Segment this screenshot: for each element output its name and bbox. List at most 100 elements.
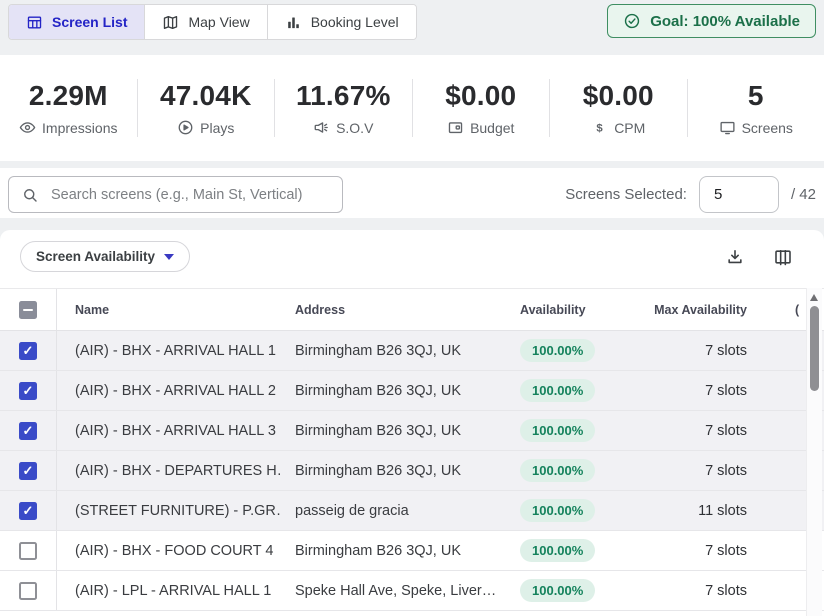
stat-cpm: $0.00 $ CPM — [550, 80, 687, 136]
tab-screen-list[interactable]: Screen List — [9, 5, 146, 39]
max-availability: 7 slots — [705, 422, 747, 439]
stat-budget: $0.00 Budget — [413, 80, 550, 136]
table-icon — [26, 14, 43, 31]
screen-address: Birmingham B26 3QJ, UK — [295, 422, 462, 439]
goal-badge-label: Goal: 100% Available — [650, 12, 800, 30]
svg-text:$: $ — [597, 122, 604, 134]
screen-name: (AIR) - BHX - FOOD COURT 4 — [75, 542, 274, 559]
table-row[interactable]: (STREET FURNITURE) - P.GR… passeig de gra… — [0, 491, 824, 531]
play-circle-icon — [177, 119, 194, 136]
search-box[interactable] — [8, 176, 343, 213]
max-availability: 7 slots — [705, 342, 747, 359]
stat-value: 11.67% — [295, 80, 391, 111]
stat-value: $0.00 — [582, 80, 654, 111]
screen-name: (AIR) - BHX - ARRIVAL HALL 1 — [75, 342, 276, 359]
table-header: Name Address Availability Max Availabili… — [0, 288, 824, 331]
column-header-address[interactable]: Address — [295, 302, 346, 317]
tab-label: Map View — [188, 14, 250, 30]
table-row[interactable]: (AIR) - BHX - FOOD COURT 4 Birmingham B26… — [0, 531, 824, 571]
table-row[interactable]: (AIR) - LPL - ARRIVAL HALL 1 Speke Hall A… — [0, 571, 824, 611]
stat-label: Screens — [741, 119, 793, 136]
stat-divider — [136, 79, 138, 137]
row-checkbox-cell — [0, 451, 57, 490]
stat-screens: 5 Screens — [688, 80, 824, 136]
column-header-max-availability[interactable]: Max Availability — [654, 302, 747, 317]
stat-value: 2.29M — [28, 80, 108, 111]
wallet-icon — [447, 119, 464, 136]
stat-label: Plays — [200, 119, 235, 136]
screen-address: Birmingham B26 3QJ, UK — [295, 342, 462, 359]
column-header-availability[interactable]: Availability — [520, 302, 586, 317]
table-row[interactable]: (AIR) - BHX - ARRIVAL HALL 3 Birmingham B… — [0, 411, 824, 451]
row-checkbox-cell — [0, 411, 57, 450]
tab-bar: Screen List Map View Booking Level — [8, 4, 417, 40]
monitor-icon — [719, 119, 736, 136]
table-row[interactable]: (AIR) - BHX - ARRIVAL HALL 1 Birmingham B… — [0, 331, 824, 371]
eye-icon — [19, 119, 36, 136]
screen-name: (AIR) - BHX - ARRIVAL HALL 2 — [75, 382, 276, 399]
search-input[interactable] — [49, 185, 330, 204]
row-checkbox-cell — [0, 571, 57, 610]
availability-badge: 100.00% — [520, 499, 596, 522]
dollar-icon: $ — [591, 119, 608, 136]
stats-card: 2.29M Impressions 47.04K Plays 11.67% S.O.V $0… — [0, 55, 824, 161]
row-checkbox[interactable] — [19, 501, 37, 520]
column-header-name[interactable]: Name — [75, 302, 110, 317]
availability-badge: 100.00% — [520, 459, 596, 482]
row-checkbox-cell — [0, 491, 57, 530]
stat-divider — [686, 79, 688, 137]
availability-badge: 100.00% — [520, 579, 596, 602]
scroll-up-arrow-icon[interactable] — [810, 294, 818, 301]
stat-label: CPM — [614, 119, 646, 136]
table-body: (AIR) - BHX - ARRIVAL HALL 1 Birmingham B… — [0, 331, 824, 616]
row-checkbox-cell — [0, 531, 57, 570]
stat-value: 47.04K — [160, 80, 252, 111]
screen-name: (STREET FURNITURE) - P.GR… — [75, 502, 282, 519]
columns-icon[interactable] — [773, 247, 793, 267]
table-row[interactable]: (AIR) - BHX - DEPARTURES H… Birmingham B2… — [0, 451, 824, 491]
screen-address: passeig de gracia — [295, 502, 409, 519]
max-availability: 7 slots — [705, 542, 747, 559]
tab-label: Screen List — [52, 14, 128, 30]
row-checkbox[interactable] — [19, 341, 37, 360]
row-checkbox[interactable] — [19, 581, 37, 600]
stat-divider — [274, 79, 275, 137]
availability-badge: 100.00% — [520, 339, 596, 362]
availability-badge: 100.00% — [520, 419, 596, 442]
stat-divider — [549, 79, 550, 137]
screen-name: (AIR) - BHX - DEPARTURES H… — [75, 462, 282, 479]
search-icon — [21, 186, 39, 204]
table-row[interactable]: (AIR) - BHX - ARRIVAL HALL 2 Birmingham B… — [0, 371, 824, 411]
row-checkbox[interactable] — [19, 461, 37, 480]
stat-value: 5 — [747, 80, 764, 111]
screens-selected-input[interactable] — [698, 176, 779, 213]
select-all-checkbox[interactable] — [19, 300, 37, 319]
row-checkbox[interactable] — [19, 541, 37, 560]
screen-address: Birmingham B26 3QJ, UK — [295, 382, 462, 399]
row-checkbox-cell — [0, 331, 57, 370]
availability-badge: 100.00% — [520, 539, 596, 562]
screens-total-label: / 42 — [790, 186, 816, 203]
stat-label: Budget — [470, 119, 515, 136]
scrollbar-thumb[interactable] — [810, 306, 819, 391]
row-checkbox[interactable] — [19, 421, 37, 440]
stat-s-o-v: 11.67% S.O.V — [275, 80, 412, 136]
screen-name: (AIR) - BHX - ARRIVAL HALL 3 — [75, 422, 276, 439]
row-checkbox[interactable] — [19, 381, 37, 400]
megaphone-icon — [313, 119, 330, 136]
goal-badge[interactable]: Goal: 100% Available — [607, 4, 816, 38]
screen-address: Speke Hall Ave, Speke, Liver… — [295, 582, 497, 599]
download-icon[interactable] — [725, 247, 745, 267]
tab-map-view[interactable]: Map View — [145, 5, 268, 39]
chevron-down-icon — [164, 254, 175, 260]
stat-impressions: 2.29M Impressions — [0, 80, 137, 136]
screen-availability-filter[interactable]: Screen Availability — [20, 241, 191, 272]
tab-booking-level[interactable]: Booking Level — [267, 5, 416, 39]
stat-value: $0.00 — [445, 80, 517, 111]
vertical-scrollbar[interactable] — [806, 288, 822, 616]
max-availability: 7 slots — [705, 582, 747, 599]
stat-plays: 47.04K Plays — [138, 80, 275, 136]
max-availability: 7 slots — [705, 382, 747, 399]
bar-chart-icon — [285, 14, 302, 31]
